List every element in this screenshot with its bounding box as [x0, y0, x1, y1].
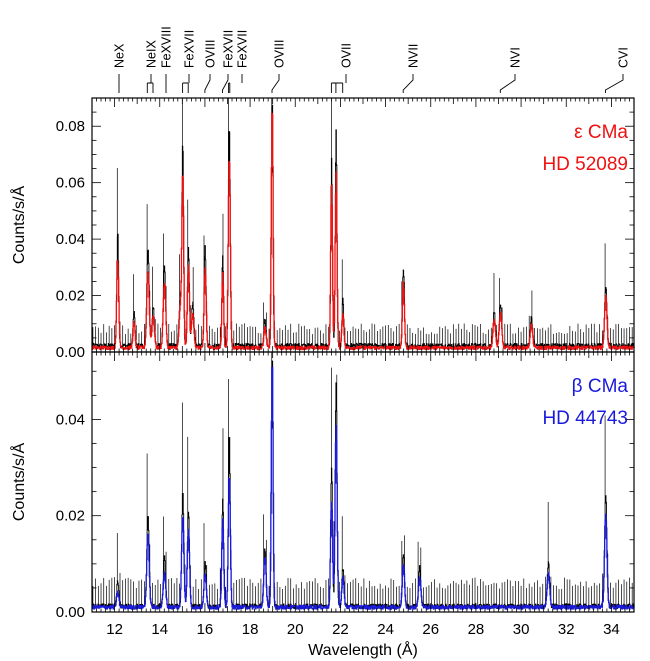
line-id-label: NVII	[407, 44, 421, 68]
x-tick-label: 16	[197, 621, 214, 638]
y-tick-label: 0.04	[56, 411, 85, 428]
line-id-oviii-7: OVIII	[271, 40, 287, 93]
x-axis-label: Wavelength (Å)	[308, 640, 418, 659]
line-id-bracket	[330, 74, 347, 93]
line-id-label: NeIX	[145, 40, 159, 68]
panel-1: 0.00 0.02 0.04 0.06 0.08 Counts/s/Å ε CMa HD 52…	[9, 97, 635, 361]
y-tick-label: 0.02	[56, 288, 85, 305]
error-bars-1	[92, 98, 633, 349]
line-id-label: FeXVII	[222, 30, 236, 68]
y-axis-label-1: Counts/s/Å	[9, 186, 28, 265]
x-tick-label: 30	[513, 621, 530, 638]
line-id-ovii-8: OVII	[330, 43, 354, 93]
line-id-marker	[605, 74, 624, 93]
line-id-nvi-10: NVI	[499, 47, 523, 93]
x-tick-label: 26	[422, 621, 439, 638]
line-id-neix-1: NeIX	[145, 40, 159, 93]
line-id-marker	[222, 74, 229, 93]
y-axis-label-2: Counts/s/Å	[9, 443, 28, 522]
y-tick-label: 0.00	[56, 604, 85, 621]
star-label-line-1: β CMa	[572, 376, 629, 397]
y-tick-label: 0.08	[56, 118, 85, 135]
y-tick-label: 0.04	[56, 231, 85, 248]
line-id-fexviii-2: FeXVIII	[160, 26, 174, 93]
x-tick-label: 24	[377, 621, 394, 638]
line-id-fexvii-5: FeXVII	[222, 30, 236, 93]
series-data-1	[92, 104, 635, 349]
line-id-label: FeXVII	[236, 30, 250, 68]
line-id-label: CVI	[617, 47, 631, 68]
line-id-nex-0: NeX	[113, 43, 127, 93]
error-bars-2	[92, 352, 633, 609]
panel-frame-1	[91, 97, 635, 353]
star-label-line-1: ε CMa	[574, 122, 628, 143]
line-id-marker	[271, 74, 280, 93]
line-id-fexvii-3: FeXVII	[182, 30, 197, 93]
y-tick-label: 0.02	[56, 508, 85, 525]
line-id-marker	[402, 74, 414, 93]
line-id-bracket	[146, 74, 154, 93]
x-tick-label: 14	[151, 621, 168, 638]
line-id-label: FeXVII	[183, 30, 197, 68]
line-id-marker	[499, 74, 516, 93]
line-id-label: FeXVIII	[160, 26, 174, 68]
line-id-label: OVIII	[273, 40, 287, 68]
x-tick-label: 18	[242, 621, 259, 638]
line-id-bracket	[228, 74, 243, 93]
x-tick-label: 22	[332, 621, 349, 638]
x-tick-label: 28	[468, 621, 485, 638]
panel-2: 0.00 0.02 0.04 Counts/s/Å β CMa HD 44743	[9, 351, 635, 621]
line-id-label: NVI	[509, 47, 523, 68]
y-tick-label: 0.00	[56, 344, 85, 361]
panel-frame-2	[91, 351, 635, 613]
line-id-oviii-4: OVIII	[204, 40, 218, 93]
series-data-2	[92, 360, 635, 609]
line-id-fexvii-6: FeXVII	[228, 30, 250, 93]
line-id-label: OVIII	[204, 40, 218, 68]
line-id-nvii-9: NVII	[402, 44, 421, 93]
x-tick-label: 20	[287, 621, 304, 638]
line-id-bracket	[182, 74, 190, 93]
line-id-marker	[204, 74, 211, 93]
line-id-label: NeX	[113, 43, 127, 68]
x-tick-label: 12	[106, 621, 123, 638]
line-id-label: OVII	[340, 43, 354, 68]
x-tick-label: 32	[558, 621, 575, 638]
series-model-2	[91, 366, 635, 610]
x-tick-label: 34	[603, 621, 620, 638]
star-label-line-2: HD 44743	[542, 408, 628, 429]
y-tick-label: 0.06	[56, 175, 85, 192]
series-model-1	[91, 112, 635, 351]
line-id-cvi-11: CVI	[605, 47, 631, 93]
star-label-line-2: HD 52089	[542, 154, 628, 175]
